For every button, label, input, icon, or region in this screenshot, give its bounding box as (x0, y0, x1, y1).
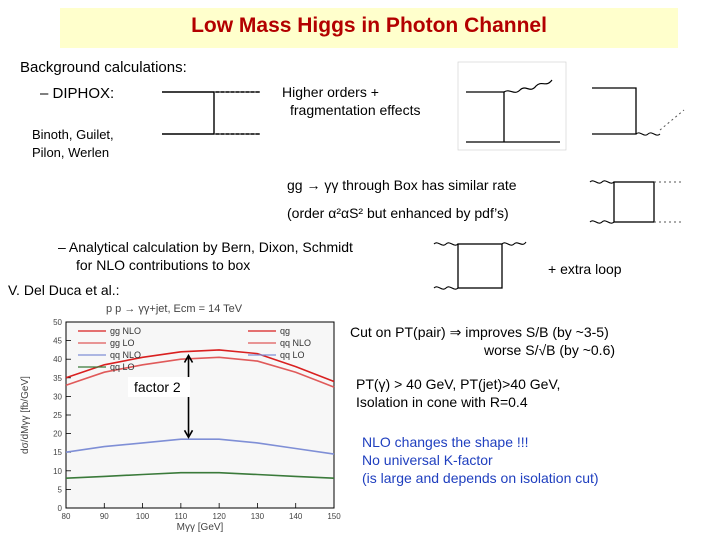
x-tick-label: 90 (100, 512, 109, 521)
box-diagram (589, 180, 682, 224)
series-line (65, 471, 335, 479)
y-tick-label: 20 (53, 430, 62, 439)
y-axis-label: dσ/dMγγ [fb/GeV] (20, 376, 31, 454)
legend-label: qq LO (280, 350, 305, 360)
legend-label: qq NLO (280, 338, 311, 348)
y-tick-label: 10 (53, 467, 62, 476)
order-text: (order α²αS² but enhanced by pdf’s) (287, 205, 509, 221)
box-rate-text: gg → γγ through Box has similar rate (287, 177, 517, 193)
del-duca-text: V. Del Duca et al.: (8, 282, 120, 298)
legend-label: gg LO (110, 338, 135, 348)
arrow-head-top (183, 353, 194, 363)
y-tick-label: 30 (53, 392, 62, 401)
diphox-item: – DIPHOX: (40, 85, 115, 102)
legend-label: qg (280, 326, 290, 336)
y-tick-label: 5 (58, 485, 63, 494)
authors-line2: Pilon, Werlen (32, 145, 110, 160)
x-tick-label: 80 (62, 512, 71, 521)
x-tick-label: 100 (136, 512, 150, 521)
y-tick-label: 0 (58, 504, 63, 513)
y-tick-label: 50 (53, 318, 62, 327)
analytic-line1: – Analytical calculation by Bern, Dixon,… (58, 239, 353, 255)
y-tick-label: 40 (53, 355, 62, 364)
y-tick-label: 45 (53, 337, 62, 346)
legend-label: qq LO (110, 362, 135, 372)
x-tick-label: 140 (289, 512, 303, 521)
chart-title: p p → γγ+jet, Ecm = 14 TeV (106, 303, 243, 315)
higher-orders-line2: fragmentation effects (290, 102, 421, 118)
extra-loop-text: + extra loop (548, 261, 622, 277)
cut-text: Cut on PT(pair) ⇒ improves S/B (by ~3-5) (350, 324, 609, 340)
background-calculations-label: Background calculations: (20, 59, 187, 76)
x-tick-label: 110 (174, 512, 187, 521)
diphox-born-diagram (162, 91, 260, 135)
analytic-line2: for NLO contributions to box (76, 257, 251, 273)
series-line (65, 349, 335, 383)
y-tick-label: 35 (53, 374, 62, 383)
worse-text: worse S/√B (by ~0.6) (484, 342, 616, 358)
x-tick-label: 150 (327, 512, 341, 521)
pt-cuts-line1: PT(γ) > 40 GeV, PT(jet)>40 GeV, (356, 376, 561, 392)
series-line (65, 356, 335, 388)
annotation-box (128, 377, 190, 397)
legend-label: qq NLO (110, 350, 141, 360)
slide-title: Low Mass Higgs in Photon Channel (191, 14, 547, 37)
nlo-line3: (is large and depends on isolation cut) (362, 470, 599, 486)
y-tick-label: 25 (53, 411, 62, 420)
nlo-line1: NLO changes the shape !!! (362, 434, 529, 450)
plot-frame (65, 321, 335, 509)
pt-cuts-line2: Isolation in cone with R=0.4 (356, 394, 528, 410)
title-banner (60, 8, 678, 48)
nlo-line2: No universal K-factor (362, 452, 493, 468)
fragmentation-diagram (457, 61, 567, 151)
loop-diagram (433, 241, 527, 290)
arrow-head-bottom (183, 429, 194, 439)
x-axis-label: Mγγ [GeV] (177, 522, 224, 532)
factor-annotation: factor 2 (134, 379, 181, 395)
authors-line1: Binoth, Guilet, (32, 127, 114, 142)
series-line (65, 438, 335, 455)
x-tick-label: 130 (251, 512, 265, 521)
higher-orders-line1: Higher orders + (282, 84, 379, 100)
gluon-fragmentation-diagram (592, 87, 685, 136)
x-tick-label: 120 (212, 512, 226, 521)
y-tick-label: 15 (53, 448, 62, 457)
legend-label: gg NLO (110, 326, 141, 336)
